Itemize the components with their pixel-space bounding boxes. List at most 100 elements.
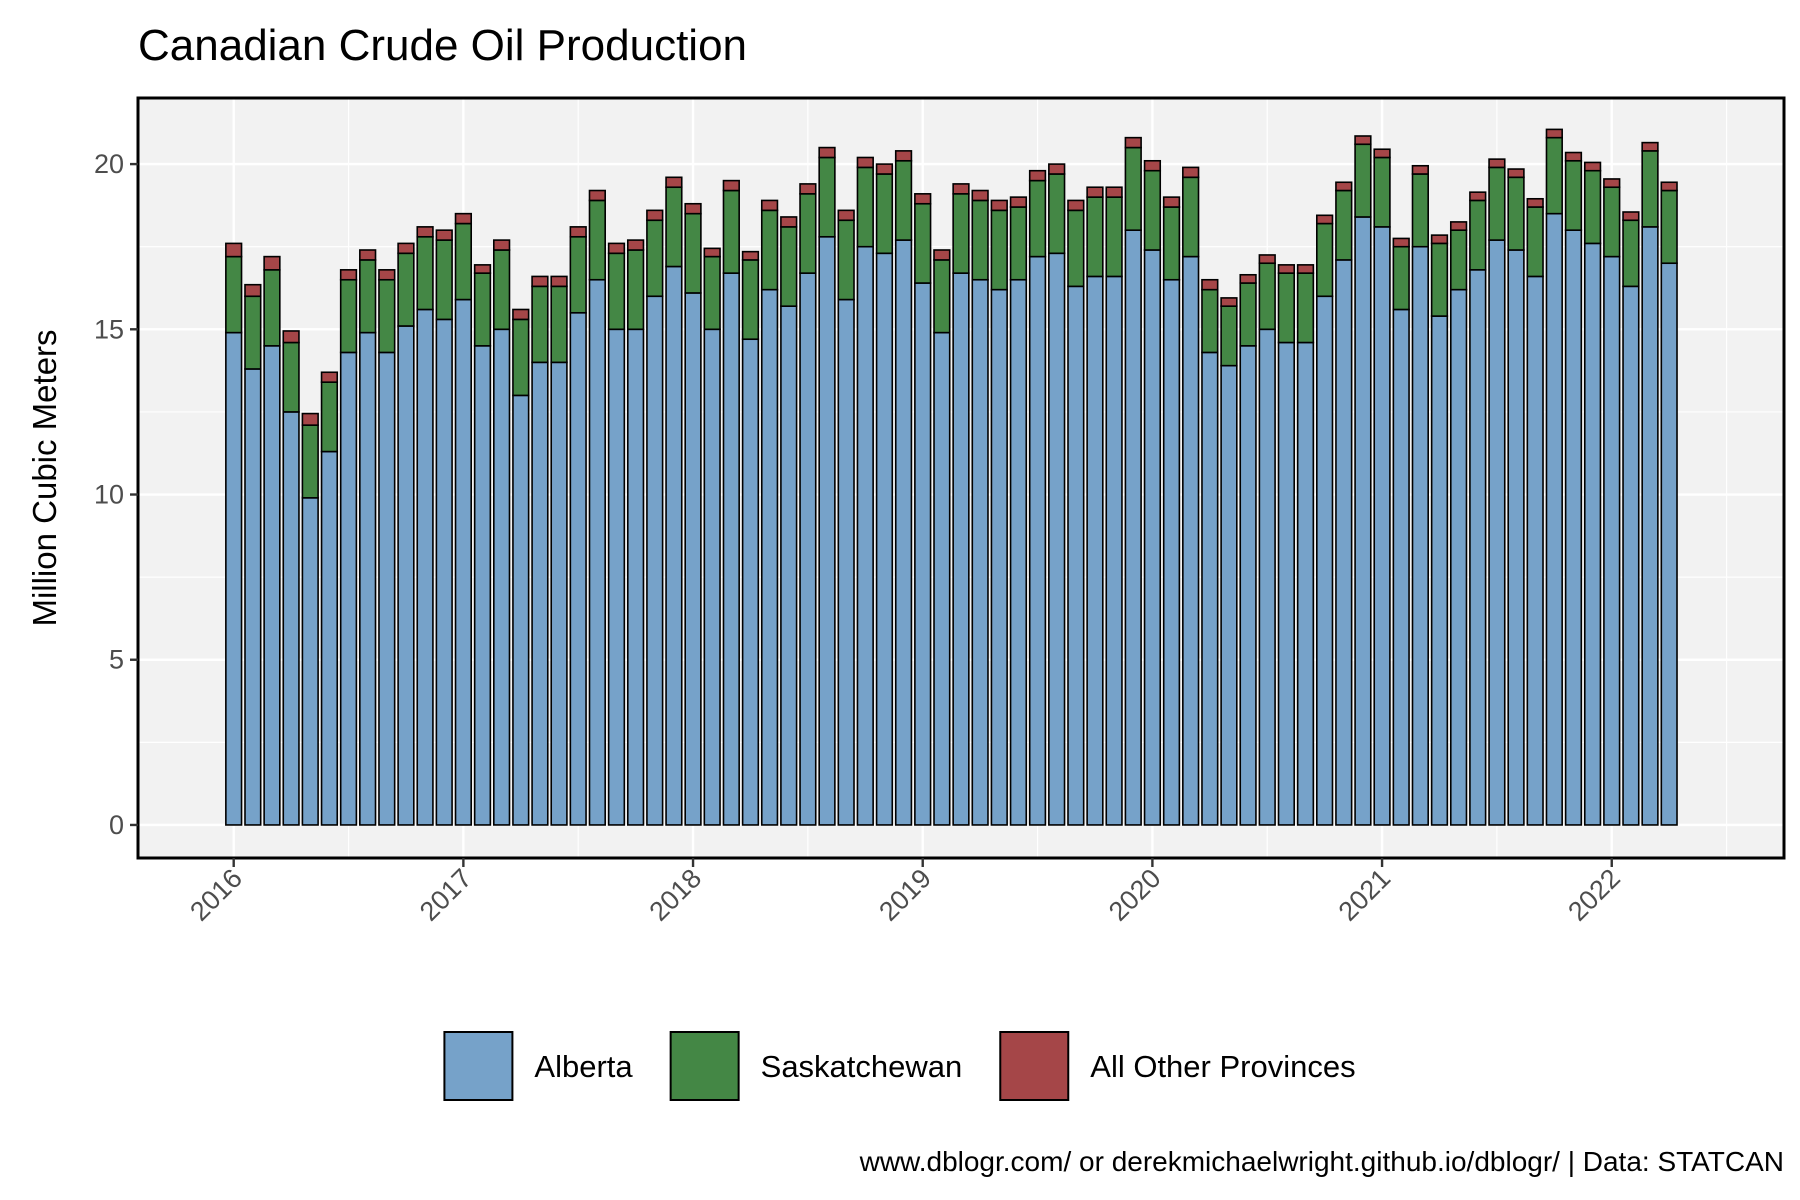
bar-segment-alberta [952,272,970,826]
x-tick-label: 2016 [184,863,248,927]
bar-segment-alberta [1086,275,1104,826]
bar-segment-alberta [799,272,817,826]
bar-segment-all-other-provinces [1277,264,1296,274]
bar-segment-alberta [760,288,779,826]
bar-segment-all-other-provinces [1507,168,1525,179]
chart-title: Canadian Crude Oil Production [138,21,747,70]
bar-segment-alberta [1660,262,1678,826]
bar-segment-alberta [1296,341,1315,826]
legend-swatch-saskatchewan [669,1031,740,1101]
bar-segment-all-other-provinces [512,308,530,321]
bar-segment-all-other-provinces [1296,264,1315,274]
x-axis: 2016 2017 2018 2019 2020 2021 2022 [184,858,1626,927]
bar-segment-all-other-provinces [225,242,243,258]
bar-segment-saskatchewan [894,159,913,241]
bar-segment-alberta [1392,308,1410,826]
bar-segment-saskatchewan [473,272,492,347]
bar-segment-all-other-provinces [397,242,415,255]
bar-segment-saskatchewan [1449,229,1468,291]
bar-segment-saskatchewan [301,424,319,499]
bar-segment-saskatchewan [435,239,453,321]
bar-segment-saskatchewan [588,199,606,281]
bar-segment-saskatchewan [952,193,970,274]
bar-segment-saskatchewan [397,252,415,327]
bar-segment-alberta [1067,285,1085,826]
bar-segment-alberta [646,295,664,826]
bar-segment-all-other-provinces [492,239,511,251]
bar-segment-all-other-provinces [1162,196,1181,208]
bar-segment-alberta [1564,229,1583,826]
bar-segment-all-other-provinces [760,199,779,212]
bar-segment-saskatchewan [1220,305,1238,367]
bar-segment-all-other-provinces [1411,164,1429,175]
bar-segment-all-other-provinces [722,179,740,192]
bar-segment-alberta [1201,351,1219,826]
bar-segment-all-other-provinces [550,275,568,288]
bar-segment-all-other-provinces [320,371,339,383]
bar-segment-alberta [703,328,721,826]
bar-segment-all-other-provinces [1488,158,1506,169]
bar-segment-alberta [856,245,874,826]
bar-segment-saskatchewan [512,318,530,397]
bar-segment-all-other-provinces [473,264,492,274]
bar-segment-alberta [454,298,473,826]
bar-segment-alberta [1239,345,1257,826]
bar-segment-saskatchewan [1603,186,1621,258]
bar-segment-saskatchewan [1048,173,1066,255]
bar-segment-saskatchewan [1182,176,1200,258]
bar-segment-all-other-provinces [1583,161,1602,172]
bar-segment-saskatchewan [282,341,300,413]
bar-segment-saskatchewan [626,249,645,331]
bar-segment-all-other-provinces [607,242,626,255]
bar-segment-alberta [1335,259,1353,826]
bar-segment-all-other-provinces [1067,199,1085,212]
bar-segment-saskatchewan [492,249,511,331]
bar-segment-alberta [1545,212,1563,826]
bar-segment-saskatchewan [1277,272,1296,344]
x-tick-label: 2019 [873,863,937,927]
bar-segment-alberta [1507,249,1525,826]
bar-segment-alberta [435,318,453,826]
bar-segment-alberta [512,394,530,826]
bar-segment-all-other-provinces [914,193,932,205]
bar-segment-alberta [550,361,568,826]
bar-segment-saskatchewan [741,259,760,341]
bar-segment-alberta [1354,216,1372,826]
bar-segment-saskatchewan [359,259,377,334]
bar-segment-alberta [301,497,319,826]
bar-segment-alberta [1469,269,1487,826]
bar-segment-alberta [1411,245,1429,826]
bar-segment-alberta [607,328,626,826]
bar-segment-alberta [1488,239,1506,826]
bar-segment-all-other-provinces [741,250,760,261]
bar-segment-saskatchewan [1354,143,1372,218]
bar-segment-saskatchewan [1564,159,1583,231]
x-tick-label: 2017 [414,863,478,927]
bar-segment-all-other-provinces [1258,254,1276,265]
bar-segment-alberta [416,308,434,826]
bar-segment-saskatchewan [818,156,836,238]
bar-segment-alberta [1124,229,1142,826]
bar-segment-all-other-provinces [684,202,702,215]
bar-segment-all-other-provinces [1239,273,1257,284]
bar-segment-alberta [1430,315,1449,826]
y-axis: 0 5 10 15 20 [94,149,138,840]
y-tick-label: 5 [109,645,124,675]
bar-segment-all-other-provinces [359,249,377,261]
bar-segment-saskatchewan [914,202,932,284]
bar-segment-all-other-provinces [780,216,798,228]
bar-segment-alberta [359,331,377,826]
bar-segment-saskatchewan [665,186,683,268]
legend-label-all-other-provinces: All Other Provinces [1090,1049,1355,1084]
legend-label-saskatchewan: Saskatchewan [761,1049,963,1084]
legend-swatch-all-other-provinces [999,1031,1070,1101]
bar-segment-all-other-provinces [339,269,358,281]
legend-swatch-alberta [443,1031,514,1101]
bar-segment-all-other-provinces [990,199,1008,212]
bar-segment-saskatchewan [1507,176,1525,251]
bar-segment-alberta [1182,255,1200,826]
bar-segment-saskatchewan [1009,206,1028,281]
bar-segment-all-other-provinces [856,156,874,169]
bar-segment-all-other-provinces [1143,159,1162,172]
plot-border [136,96,1786,860]
